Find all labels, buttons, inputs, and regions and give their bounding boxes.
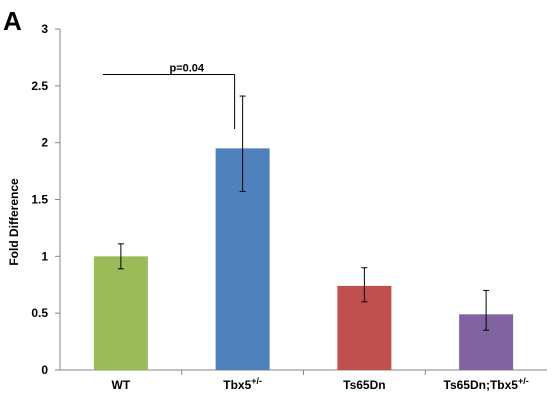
x-tick-label-superscript: +/-	[518, 376, 529, 386]
x-tick-label-superscript: +/-	[251, 376, 262, 386]
chart-annotations: p=0.04	[102, 62, 236, 130]
x-tick-label: WT	[112, 378, 131, 392]
bar-1	[93, 256, 148, 370]
x-tick-label-base: WT	[112, 378, 131, 392]
x-tick-label: Ts65Dn	[343, 378, 385, 392]
chart-bars	[93, 148, 514, 370]
y-tick-label: 3	[41, 22, 48, 36]
y-tick-label: 1	[41, 249, 48, 263]
chart-error-bars	[117, 95, 490, 331]
panel-label: A	[3, 6, 22, 36]
x-tick-label-base: Ts65Dn;Tbx5	[444, 378, 519, 392]
y-tick-label: 0	[41, 363, 48, 377]
x-tick-label: Tbx5+/-	[223, 376, 262, 392]
y-tick-label: 2	[41, 136, 48, 150]
p-value-label: p=0.04	[169, 62, 204, 74]
y-tick-label: 2.5	[31, 79, 48, 93]
y-axis-label: Fold Difference	[7, 178, 21, 266]
y-tick-label: 0.5	[31, 306, 48, 320]
x-tick-label: Ts65Dn;Tbx5+/-	[444, 376, 529, 392]
x-tick-label-base: Ts65Dn	[343, 378, 385, 392]
x-tick-label-base: Tbx5	[223, 378, 251, 392]
y-tick-label: 1.5	[31, 193, 48, 207]
